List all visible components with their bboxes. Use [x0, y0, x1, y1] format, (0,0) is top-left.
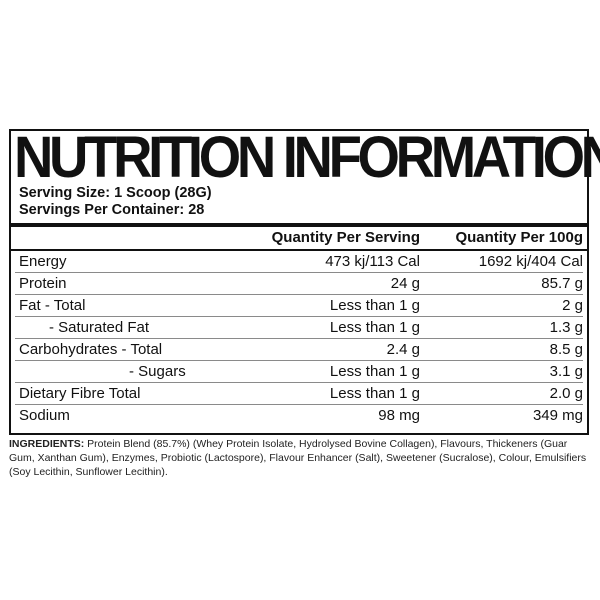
row-divider — [15, 404, 583, 405]
nutrient-name: Fat - Total — [19, 297, 86, 314]
table-row-protein: Protein 24 g 85.7 g — [11, 273, 587, 295]
per-serving-value: Less than 1 g — [329, 319, 420, 336]
header-per-serving: Quantity Per Serving — [271, 229, 420, 246]
row-divider — [15, 294, 583, 295]
per-100g-value: 8.5 g — [549, 341, 583, 358]
per-serving-value: 2.4 g — [386, 341, 420, 358]
per-100g-value: 85.7 g — [541, 275, 583, 292]
row-divider — [15, 316, 583, 317]
row-divider — [15, 360, 583, 361]
per-100g-value: 2.0 g — [549, 385, 583, 402]
nutrient-name: Dietary Fibre Total — [19, 385, 141, 402]
table-row-carbohydrates: Carbohydrates - Total 2.4 g 8.5 g — [11, 339, 587, 361]
nutrient-name: Sodium — [19, 407, 70, 424]
row-divider — [15, 272, 583, 273]
per-serving-value: Less than 1 g — [329, 385, 420, 402]
header-per-100g: Quantity Per 100g — [455, 229, 583, 246]
per-serving-value: Less than 1 g — [329, 297, 420, 314]
table-row-sugars: - Sugars Less than 1 g 3.1 g — [11, 361, 587, 383]
per-100g-value: 1692 kj/404 Cal — [478, 253, 583, 270]
row-divider — [15, 382, 583, 383]
table-row-dietary-fibre: Dietary Fibre Total Less than 1 g 2.0 g — [11, 383, 587, 405]
panel-title: NUTRITION INFORMATION — [14, 125, 600, 190]
nutrient-name: - Sugars — [129, 363, 186, 380]
nutrition-panel: NUTRITION INFORMATION Serving Size: 1 Sc… — [9, 125, 600, 435]
per-100g-value: 3.1 g — [549, 363, 583, 380]
nutrient-name: - Saturated Fat — [49, 319, 150, 336]
per-serving-value: 473 kj/113 Cal — [325, 253, 420, 270]
per-100g-value: 349 mg — [532, 407, 583, 424]
table-row-fat-total: Fat - Total Less than 1 g 2 g — [11, 295, 587, 317]
table-row-sodium: Sodium 98 mg 349 mg — [11, 405, 587, 427]
nutrient-name: Energy — [19, 253, 67, 270]
table-row-saturated-fat: - Saturated Fat Less than 1 g 1.3 g — [11, 317, 587, 339]
per-serving-value: 98 mg — [378, 407, 420, 424]
per-serving-value: Less than 1 g — [329, 363, 420, 380]
thick-divider — [11, 223, 587, 227]
table-row-energy: Energy 473 kj/113 Cal 1692 kj/404 Cal — [11, 251, 587, 273]
nutrient-name: Protein — [19, 275, 67, 292]
ingredients-list: Protein Blend (85.7%) (Whey Protein Isol… — [9, 438, 587, 478]
row-divider — [15, 338, 583, 339]
per-serving-value: 24 g — [390, 275, 420, 292]
header-divider — [11, 249, 587, 251]
nutrient-name: Carbohydrates - Total — [19, 341, 163, 358]
servings-per-container: Servings Per Container: 28 — [19, 202, 205, 218]
per-100g-value: 1.3 g — [549, 319, 583, 336]
ingredients-text: INGREDIENTS: Protein Blend (85.7%) (Whey… — [9, 437, 589, 479]
serving-size: Serving Size: 1 Scoop (28G) — [19, 185, 212, 201]
per-100g-value: 2 g — [562, 297, 583, 314]
ingredients-label: INGREDIENTS: — [9, 438, 85, 450]
